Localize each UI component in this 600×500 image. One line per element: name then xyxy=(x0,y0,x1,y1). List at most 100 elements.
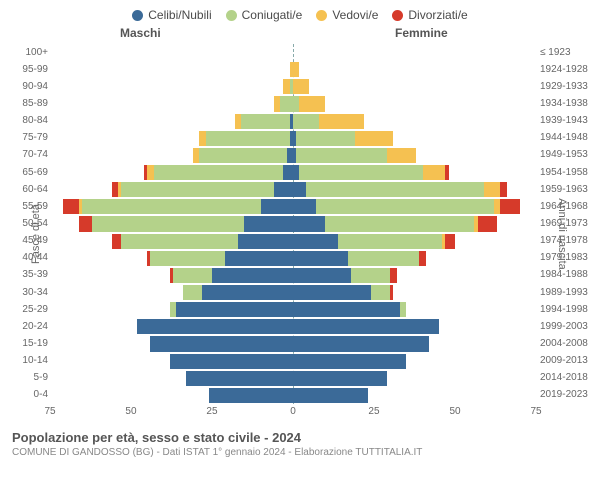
male-half xyxy=(50,78,293,95)
bar-segment xyxy=(173,268,212,283)
bar-segment xyxy=(484,182,500,197)
birth-tick: 2014-2018 xyxy=(540,373,600,383)
bar-segment xyxy=(293,319,439,334)
birth-tick: 1969-1973 xyxy=(540,219,600,229)
male-half xyxy=(50,147,293,164)
bar-segment xyxy=(355,131,394,146)
bar-segment xyxy=(299,96,325,111)
bar-segment xyxy=(193,148,199,163)
male-half xyxy=(50,44,293,61)
pyramid-row xyxy=(50,130,536,147)
pyramid-row xyxy=(50,370,536,387)
male-half xyxy=(50,130,293,147)
age-tick: 80-84 xyxy=(0,116,48,126)
age-tick: 40-44 xyxy=(0,253,48,263)
x-tick: 25 xyxy=(206,406,217,417)
age-tick: 55-59 xyxy=(0,202,48,212)
female-half xyxy=(293,318,536,335)
female-half xyxy=(293,181,536,198)
bar-segment xyxy=(478,216,497,231)
bar-segment xyxy=(500,199,519,214)
pyramid-row xyxy=(50,335,536,352)
pyramid-row xyxy=(50,61,536,78)
female-half xyxy=(293,95,536,112)
female-half xyxy=(293,233,536,250)
bar-segment xyxy=(154,165,284,180)
bar-segment xyxy=(299,165,422,180)
male-half xyxy=(50,301,293,318)
pyramid-row xyxy=(50,318,536,335)
pyramid-row xyxy=(50,301,536,318)
x-tick: 50 xyxy=(449,406,460,417)
bar-segment xyxy=(137,319,293,334)
age-tick: 30-34 xyxy=(0,288,48,298)
bar-segment xyxy=(293,371,387,386)
male-half xyxy=(50,250,293,267)
legend-label: Celibi/Nubili xyxy=(148,8,211,22)
male-half xyxy=(50,353,293,370)
birth-tick: 1999-2003 xyxy=(540,322,600,332)
bar-segment xyxy=(147,165,153,180)
female-half xyxy=(293,250,536,267)
birth-tick: 1959-1963 xyxy=(540,185,600,195)
bar-segment xyxy=(387,148,416,163)
bar-segment xyxy=(183,285,202,300)
bar-segment xyxy=(79,216,92,231)
age-tick: 0-4 xyxy=(0,390,48,400)
bar-segment xyxy=(283,79,289,94)
bar-segment xyxy=(170,302,176,317)
pyramid-row xyxy=(50,198,536,215)
male-half xyxy=(50,370,293,387)
x-axis: 7550250255075 xyxy=(50,406,536,424)
birth-tick: 1994-1998 xyxy=(540,305,600,315)
female-half xyxy=(293,353,536,370)
birth-tick: 1974-1978 xyxy=(540,236,600,246)
legend-swatch xyxy=(316,10,327,21)
bar-segment xyxy=(238,234,293,249)
bar-segment xyxy=(500,182,506,197)
bar-segment xyxy=(225,251,293,266)
bar-segment xyxy=(325,216,474,231)
bar-segment xyxy=(144,165,147,180)
bar-segment xyxy=(293,354,406,369)
bar-segment xyxy=(419,251,425,266)
bar-segment xyxy=(293,251,348,266)
bar-segment xyxy=(494,199,500,214)
pyramid-row xyxy=(50,267,536,284)
header-male: Maschi xyxy=(120,26,161,40)
y-axis-birth: ≤ 19231924-19281929-19331934-19381939-19… xyxy=(540,44,600,424)
pyramid-row xyxy=(50,181,536,198)
bar-segment xyxy=(390,285,393,300)
female-half xyxy=(293,113,536,130)
bar-segment xyxy=(274,96,280,111)
pyramid-row xyxy=(50,387,536,404)
birth-tick: 2009-2013 xyxy=(540,356,600,366)
bar-segment xyxy=(150,251,225,266)
age-tick: 100+ xyxy=(0,48,48,58)
x-tick: 25 xyxy=(368,406,379,417)
bar-segment xyxy=(121,234,238,249)
bar-segment xyxy=(150,336,293,351)
female-half xyxy=(293,147,536,164)
age-tick: 20-24 xyxy=(0,322,48,332)
bar-segment xyxy=(112,234,122,249)
female-half xyxy=(293,387,536,404)
bar-segment xyxy=(280,96,293,111)
x-tick: 0 xyxy=(290,406,296,417)
bar-segment xyxy=(316,199,494,214)
male-half xyxy=(50,181,293,198)
male-half xyxy=(50,215,293,232)
birth-tick: 1924-1928 xyxy=(540,65,600,75)
age-tick: 10-14 xyxy=(0,356,48,366)
bar-segment xyxy=(176,302,293,317)
bar-segment xyxy=(319,114,364,129)
legend-swatch xyxy=(226,10,237,21)
birth-tick: 1964-1968 xyxy=(540,202,600,212)
bar-segment xyxy=(390,268,396,283)
female-half xyxy=(293,267,536,284)
birth-tick: 1944-1948 xyxy=(540,133,600,143)
legend-item: Divorziati/e xyxy=(392,8,467,22)
bar-segment xyxy=(235,114,241,129)
female-half xyxy=(293,284,536,301)
pyramid-row xyxy=(50,147,536,164)
